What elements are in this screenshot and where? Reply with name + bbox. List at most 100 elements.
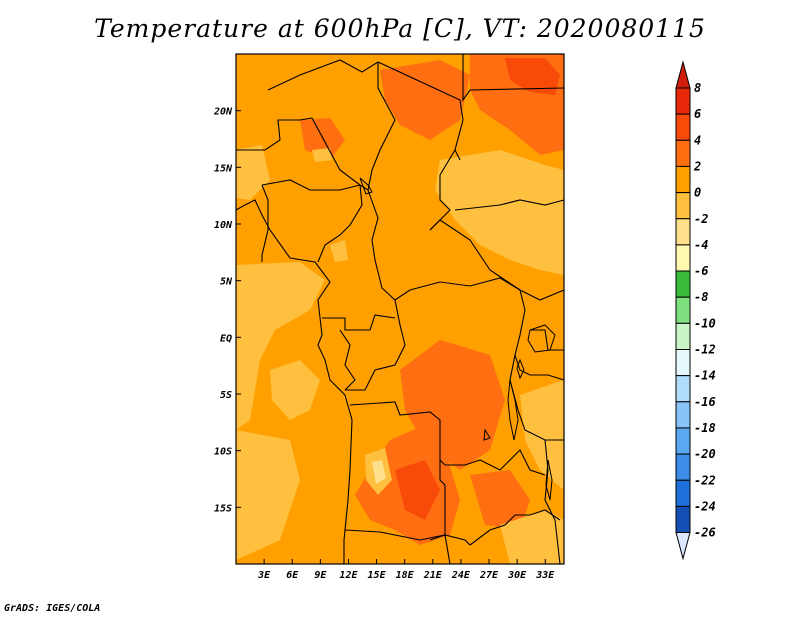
lon-tick-label: 12E [339, 570, 358, 581]
lon-tick-label: 33E [535, 570, 555, 581]
colorbar-swatch [675, 165, 691, 194]
border-zambia-zimbabwe [469, 509, 561, 546]
lon-tick-label: 15E [368, 570, 387, 581]
colorbar-label: -4 [694, 238, 708, 252]
warm-patch-sahel [300, 118, 345, 160]
colorbar-label: 4 [694, 133, 701, 147]
lake-malawi [545, 459, 553, 501]
cool-patch-west [236, 145, 270, 200]
lake-victoria [527, 324, 556, 353]
colorbar-label: 2 [693, 159, 701, 173]
colorbar-swatch [675, 349, 691, 377]
border-mali-niger [236, 117, 313, 151]
border-libya-egypt [462, 54, 565, 102]
colorbar-swatch [675, 139, 691, 167]
lake-kivu [516, 358, 525, 380]
border-sudan-ssudan [454, 199, 565, 211]
colorbar-label: 8 [694, 81, 701, 95]
border-zambia-east [464, 449, 546, 476]
chart-title: Temperature at 600hPa [C], VT: 202008011… [94, 14, 706, 43]
lon-tick-label: 18E [396, 570, 415, 581]
cool-patch-east [520, 380, 564, 490]
cool-patch-sahel [312, 148, 332, 162]
colorbar-label: -2 [694, 212, 708, 226]
lat-tick-label: EQ [220, 333, 232, 344]
colorbar-label: -18 [694, 421, 716, 435]
lat-tick-label: 15N [214, 163, 233, 174]
colorbar-label: -24 [694, 499, 716, 513]
border-angola-zambia [429, 460, 446, 541]
border-ssudan-east [519, 289, 565, 301]
lat-tick-label: 10S [214, 447, 232, 458]
colorbar-label: -12 [694, 343, 716, 357]
colorbar-label: -22 [694, 473, 716, 487]
lon-tick-label: 3E [257, 570, 271, 581]
cool-patch-southeast [500, 510, 564, 564]
lat-tick-label: 20N [213, 107, 233, 118]
grads-credit: GrADS: IGES/COLA [4, 603, 101, 614]
border-nigeria-cameroon [317, 184, 363, 263]
lake-mweru [483, 428, 491, 441]
lake-tanganyika [507, 379, 519, 441]
cool-patch-atlantic [270, 360, 320, 420]
lat-tick-label: 15S [214, 503, 232, 514]
plot-frame [235, 53, 565, 565]
lon-tick-label: 9E [314, 570, 327, 581]
colorbar-swatch [675, 296, 691, 324]
colorbar-label: -26 [694, 526, 716, 540]
lat-tick-label: 5S [220, 390, 232, 401]
colorbar-swatch [675, 322, 691, 351]
colorbar-label: -20 [694, 447, 716, 461]
longitude-axis: 3E 6E 9E 12E 15E 18E 21E 24E 27E 30E 33E [257, 559, 555, 581]
border-malawi [544, 439, 561, 565]
cool-patch-gulf [236, 262, 325, 430]
border-congo-drc [345, 299, 406, 391]
hot-patch-northeast [505, 58, 560, 95]
temperature-field [236, 54, 564, 564]
lon-tick-label: 21E [423, 570, 443, 581]
lat-tick-label: 5N [220, 277, 233, 288]
colorbar-label: -6 [694, 264, 708, 278]
border-nigeria-benin [261, 184, 269, 262]
colorbar-label: -14 [694, 369, 716, 383]
lon-tick-label: 6E [286, 570, 299, 581]
colorbar-label: 0 [694, 186, 701, 200]
lat-tick-label: 10N [214, 220, 233, 231]
colorbar-label: 6 [694, 107, 701, 121]
colorbar-top-arrow [675, 60, 691, 89]
border-tanzania [509, 354, 564, 441]
border-car-drc [409, 277, 521, 291]
border-gabon-congo [339, 329, 356, 391]
colorbar-swatch [675, 270, 691, 298]
border-chad-libya [367, 62, 396, 191]
cooler-patch-angola [372, 460, 386, 484]
border-niger-nigeria [261, 179, 361, 191]
border-gabon [322, 314, 396, 331]
hot-patch-angola [395, 460, 440, 520]
latitude-axis: 20N 15N 10N 5N EQ 5S 10S 15S [213, 107, 241, 514]
colorbar-swatch [675, 218, 691, 246]
warm-patch-north [380, 60, 470, 140]
border-angola-namibia [344, 529, 471, 546]
lakes [359, 177, 556, 501]
colorbar-swatch [675, 505, 691, 534]
colorbar-label: -16 [694, 395, 716, 409]
lake-chad [359, 177, 373, 195]
cool-patch-south-atlantic [236, 430, 300, 560]
border-car-sudan [429, 219, 521, 291]
border-uganda-kenya [514, 289, 565, 381]
colorbar-swatch [675, 427, 691, 455]
border-namibia-botswana [444, 534, 451, 565]
colorbar-swatch [675, 192, 691, 220]
lon-tick-label: 24E [451, 570, 471, 581]
border-drc-angola [349, 401, 465, 466]
lon-tick-label: 30E [507, 570, 527, 581]
colorbar-swatch [675, 401, 691, 429]
colorbar-swatch [675, 479, 691, 507]
colorbar-swatch [675, 87, 691, 115]
lon-tick-label: 27E [479, 570, 499, 581]
colorbar-swatch [675, 453, 691, 481]
colorbar: 8 6 4 2 0 -2 -4 -6 -8 -10 -12 -14 -16 -18 -20 -22 -24 -26 [675, 60, 716, 561]
colorbar-swatch [675, 375, 691, 403]
